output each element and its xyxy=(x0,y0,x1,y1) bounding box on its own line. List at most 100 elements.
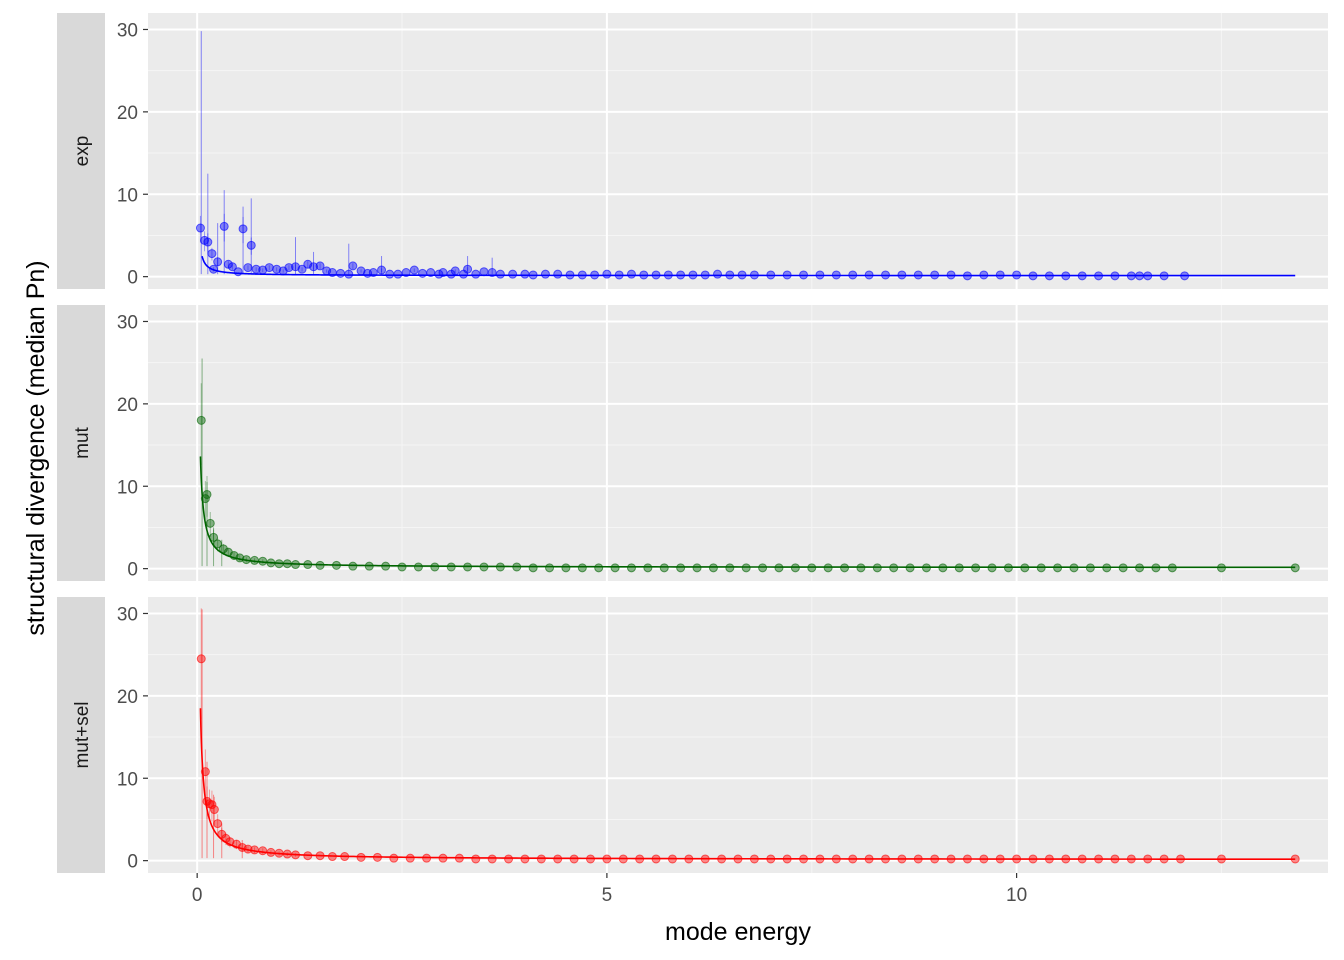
data-point xyxy=(471,854,481,864)
data-point xyxy=(1061,854,1071,864)
data-point xyxy=(207,249,217,259)
data-point xyxy=(1118,563,1128,573)
data-point xyxy=(1069,563,1079,573)
data-point xyxy=(331,560,341,570)
data-point xyxy=(725,563,735,573)
data-point xyxy=(233,267,243,277)
data-point xyxy=(618,854,628,864)
data-point xyxy=(831,270,841,280)
chart-panels: 0 10 20 30 exp 0 10 20 30 mut 0 10 20 30 mut+sel xyxy=(57,13,1328,873)
data-point xyxy=(708,563,718,573)
panel-exp: 0 10 20 30 exp xyxy=(57,13,1328,289)
data-point xyxy=(782,270,792,280)
data-point xyxy=(684,854,694,864)
data-point xyxy=(610,563,620,573)
data-point xyxy=(639,270,649,280)
y-tick-label: 20 xyxy=(117,103,138,124)
data-point xyxy=(995,270,1005,280)
data-point xyxy=(196,415,206,425)
data-point xyxy=(553,854,563,864)
y-axis-title: structural divergence (median Pn) xyxy=(22,260,50,635)
data-point xyxy=(315,560,325,570)
data-point xyxy=(463,264,473,274)
data-point xyxy=(205,518,215,528)
data-point xyxy=(831,854,841,864)
plot-area xyxy=(195,31,1296,281)
data-point xyxy=(356,852,366,862)
data-point xyxy=(930,270,940,280)
data-point xyxy=(1077,271,1087,281)
data-point xyxy=(840,563,850,573)
data-point xyxy=(291,850,300,860)
y-tick-label: 10 xyxy=(117,769,138,790)
facet-strip xyxy=(57,13,105,289)
data-point xyxy=(495,269,505,279)
data-point xyxy=(508,269,518,279)
data-point xyxy=(344,269,354,279)
data-point xyxy=(1077,854,1087,864)
data-point xyxy=(713,269,723,279)
data-point xyxy=(815,854,825,864)
data-point xyxy=(381,561,391,571)
data-point xyxy=(1216,563,1226,573)
data-point xyxy=(1176,854,1185,864)
data-point xyxy=(258,265,268,275)
data-point xyxy=(1094,854,1104,864)
data-point xyxy=(487,854,497,864)
data-point xyxy=(202,489,212,499)
data-point xyxy=(749,854,759,864)
data-point xyxy=(348,561,358,571)
data-point xyxy=(1110,271,1120,281)
data-point xyxy=(446,562,456,572)
data-point xyxy=(368,268,378,278)
data-point xyxy=(807,563,817,573)
data-point xyxy=(340,852,350,862)
data-point xyxy=(196,654,206,664)
data-point xyxy=(536,854,546,864)
data-point xyxy=(864,854,874,864)
data-point xyxy=(688,270,698,280)
data-point xyxy=(397,562,407,572)
data-point xyxy=(327,852,337,862)
data-point xyxy=(250,845,260,855)
data-point xyxy=(487,268,497,278)
data-point xyxy=(921,563,931,573)
data-point xyxy=(291,262,300,272)
data-point xyxy=(602,854,612,864)
data-point xyxy=(651,854,661,864)
data-point xyxy=(418,268,428,278)
data-point xyxy=(528,270,538,280)
data-point xyxy=(1028,271,1038,281)
data-point xyxy=(995,854,1005,864)
data-point xyxy=(227,262,237,272)
data-point xyxy=(1003,563,1013,573)
data-point xyxy=(946,854,956,864)
x-tick-label: 5 xyxy=(602,885,613,906)
data-point xyxy=(1290,563,1300,573)
data-point xyxy=(594,563,604,573)
data-point xyxy=(282,559,292,569)
data-point xyxy=(676,270,686,280)
data-point xyxy=(540,269,550,279)
y-tick-label: 20 xyxy=(117,395,138,416)
data-point xyxy=(577,563,587,573)
data-point xyxy=(971,563,981,573)
data-point xyxy=(700,854,710,864)
data-point xyxy=(282,849,292,859)
data-point xyxy=(1126,271,1136,281)
panel-background xyxy=(148,13,1328,289)
data-point xyxy=(264,263,274,273)
data-point xyxy=(274,559,284,569)
x-tick-label: 0 xyxy=(192,885,203,906)
data-point xyxy=(717,854,727,864)
data-point xyxy=(250,555,260,565)
data-point xyxy=(553,269,563,279)
data-point xyxy=(303,560,313,570)
data-point xyxy=(872,563,882,573)
data-point xyxy=(577,270,587,280)
data-point xyxy=(430,562,440,572)
data-point xyxy=(209,805,219,815)
data-point xyxy=(495,562,505,572)
data-point xyxy=(401,268,411,278)
